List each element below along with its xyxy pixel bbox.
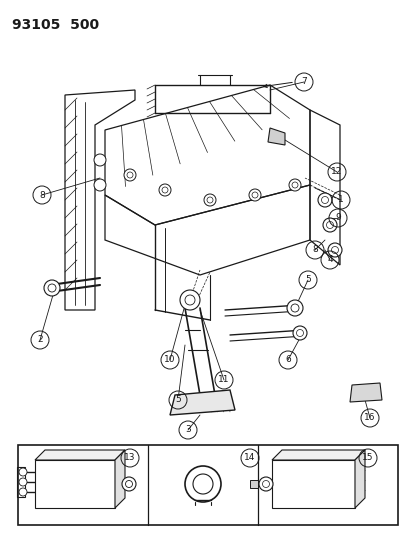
Polygon shape: [271, 450, 364, 460]
Text: 8: 8: [311, 246, 317, 254]
Polygon shape: [354, 450, 364, 508]
Circle shape: [44, 280, 60, 296]
Text: 5: 5: [175, 395, 180, 405]
Circle shape: [180, 290, 199, 310]
Circle shape: [286, 300, 302, 316]
Circle shape: [317, 193, 331, 207]
Text: 9: 9: [334, 214, 340, 222]
Circle shape: [124, 169, 136, 181]
Circle shape: [19, 468, 27, 476]
Text: 2: 2: [37, 335, 43, 344]
Text: 10: 10: [164, 356, 176, 365]
Text: 7: 7: [300, 77, 306, 86]
Text: 5: 5: [304, 276, 310, 285]
Circle shape: [94, 179, 106, 191]
Bar: [35, 460, 115, 508]
Polygon shape: [35, 450, 125, 460]
Polygon shape: [170, 390, 235, 415]
Text: 6: 6: [285, 356, 290, 365]
Text: 8: 8: [39, 190, 45, 199]
Circle shape: [288, 179, 300, 191]
Text: 14: 14: [244, 454, 255, 463]
Text: 3: 3: [185, 425, 190, 434]
Text: 13: 13: [124, 454, 135, 463]
Circle shape: [94, 154, 106, 166]
Circle shape: [122, 477, 136, 491]
Text: 15: 15: [361, 454, 373, 463]
Polygon shape: [267, 128, 284, 145]
Circle shape: [292, 326, 306, 340]
Circle shape: [159, 184, 171, 196]
Text: 4: 4: [326, 255, 332, 264]
Text: 12: 12: [330, 167, 342, 176]
Circle shape: [19, 488, 27, 496]
Circle shape: [327, 243, 341, 257]
Circle shape: [19, 478, 27, 486]
Circle shape: [322, 218, 336, 232]
Bar: [18, 445, 397, 525]
Bar: [17, 467, 25, 497]
Text: 16: 16: [363, 414, 375, 423]
Circle shape: [204, 194, 216, 206]
Polygon shape: [115, 450, 125, 508]
Text: 11: 11: [218, 376, 229, 384]
Polygon shape: [249, 480, 257, 488]
Text: 93105  500: 93105 500: [12, 18, 99, 32]
Bar: [271, 460, 354, 508]
Circle shape: [259, 477, 272, 491]
Polygon shape: [349, 383, 381, 402]
Circle shape: [248, 189, 260, 201]
Text: 1: 1: [337, 196, 343, 205]
